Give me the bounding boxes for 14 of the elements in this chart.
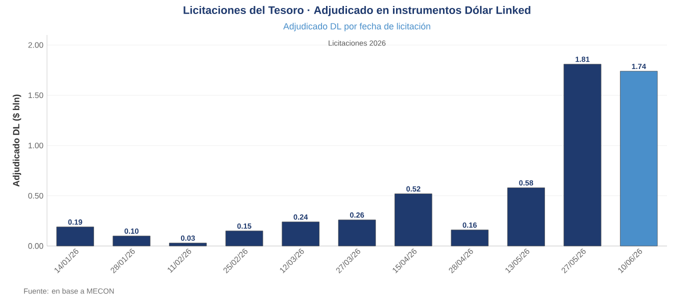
bar	[225, 230, 264, 246]
bar	[169, 242, 207, 246]
bar	[620, 70, 658, 246]
chart-title: Licitaciones del Tesoro · Adjudicado en instrumentos Dólar Linked	[184, 6, 530, 16]
bar	[564, 64, 602, 246]
bar	[394, 194, 432, 246]
bar	[282, 222, 320, 246]
y-axis-title: Adjudicado DL ($ bln)	[12, 94, 22, 187]
bar	[450, 230, 489, 246]
bar	[338, 220, 376, 246]
bar	[112, 236, 150, 246]
bar	[56, 226, 94, 246]
chart-subtitle: Adjudicado DL por fecha de licitación	[283, 22, 430, 32]
bar	[507, 188, 545, 246]
